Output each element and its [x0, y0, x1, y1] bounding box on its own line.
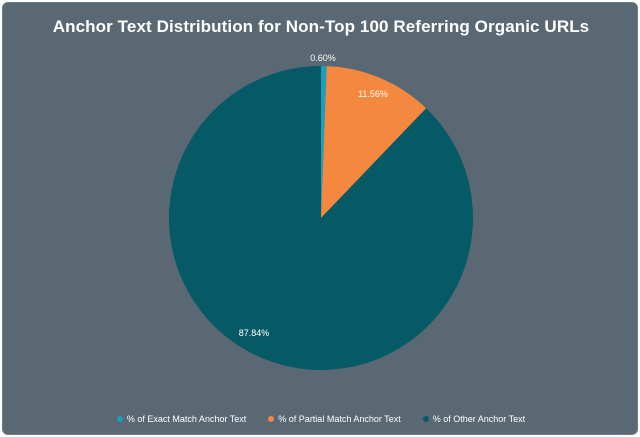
data-label-exact-match: 0.60% — [310, 53, 336, 63]
legend-item-exact-match[interactable]: % of Exact Match Anchor Text — [116, 414, 247, 424]
pie-slice-exact-match[interactable] — [321, 66, 327, 218]
legend-swatch-other — [422, 416, 429, 422]
legend-swatch-partial-match — [268, 416, 275, 422]
legend-label-other: % of Other Anchor Text — [432, 414, 526, 424]
pie-slice-partial-match[interactable] — [321, 66, 427, 218]
data-label-partial-match: 11.56% — [358, 89, 388, 99]
legend-label-exact-match: % of Exact Match Anchor Text — [126, 414, 247, 424]
legend-swatch-exact-match — [116, 416, 123, 422]
pie-chart: 0.60% 11.56% 87.84% — [168, 53, 473, 370]
chart-legend: % of Exact Match Anchor Text % of Partia… — [3, 414, 637, 424]
pie-slice-other[interactable] — [168, 66, 473, 370]
legend-label-partial-match: % of Partial Match Anchor Text — [278, 414, 401, 424]
pie-slices — [168, 66, 473, 370]
data-label-other: 87.84% — [239, 328, 270, 338]
chart-title: Anchor Text Distribution for Non-Top 100… — [52, 17, 590, 36]
pie-data-labels: 0.60% 11.56% 87.84% — [239, 53, 388, 338]
legend-item-other[interactable]: % of Other Anchor Text — [422, 414, 526, 424]
legend-item-partial-match[interactable]: % of Partial Match Anchor Text — [268, 414, 401, 424]
